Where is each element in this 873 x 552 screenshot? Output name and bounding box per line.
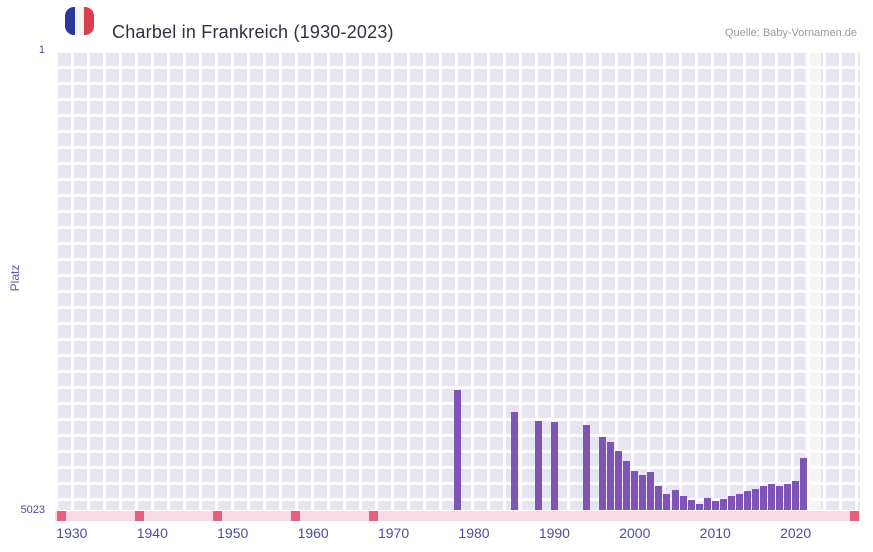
bar-2006[interactable] <box>679 495 687 510</box>
flag-stripe-red <box>84 7 94 35</box>
bar-2004[interactable] <box>663 494 671 510</box>
bar-2009[interactable] <box>703 497 711 510</box>
bar-2018[interactable] <box>776 486 784 510</box>
x-tick-1970: 1970 <box>377 525 410 541</box>
bar-1999[interactable] <box>623 461 631 510</box>
x-tick-1980: 1980 <box>458 525 490 541</box>
chart-title: Charbel in Frankreich (1930-2023) <box>112 22 394 43</box>
x-tick-1950: 1950 <box>217 525 249 541</box>
bar-1985[interactable] <box>510 412 518 510</box>
x-tick-2000: 2000 <box>619 525 651 541</box>
strip-marker-4 <box>369 511 378 521</box>
bar-2015[interactable] <box>751 488 759 510</box>
bar-1978[interactable] <box>454 389 462 510</box>
bar-1990[interactable] <box>550 421 558 510</box>
bar-2002[interactable] <box>647 471 655 510</box>
bar-1997[interactable] <box>607 441 615 510</box>
bar-2013[interactable] <box>735 493 743 510</box>
x-tick-2020: 2020 <box>780 525 812 541</box>
y-axis-title: Platz <box>8 264 22 292</box>
bar-2016[interactable] <box>759 486 767 510</box>
bar-2019[interactable] <box>784 483 792 510</box>
y-tick-rank-1: 1 <box>38 44 45 56</box>
bottom-axis-strip <box>55 511 860 521</box>
flag-stripe-blue <box>65 7 75 35</box>
y-tick-rank-5023: 5023 <box>20 504 45 516</box>
bar-1998[interactable] <box>615 450 623 510</box>
bar-2011[interactable] <box>719 499 727 510</box>
bar-1988[interactable] <box>534 420 542 510</box>
bar-1996[interactable] <box>599 437 607 510</box>
strip-marker-2 <box>213 511 222 521</box>
highlight-band-2022 <box>805 50 822 510</box>
bar-2012[interactable] <box>727 496 735 510</box>
strip-marker-1 <box>135 511 144 521</box>
strip-marker-0 <box>57 511 66 521</box>
bar-2003[interactable] <box>655 485 663 510</box>
bar-2001[interactable] <box>639 475 647 510</box>
bar-1994[interactable] <box>583 424 591 510</box>
x-tick-1990: 1990 <box>538 525 570 541</box>
x-tick-1930: 1930 <box>56 525 88 541</box>
bar-2005[interactable] <box>671 489 679 510</box>
bar-2000[interactable] <box>631 471 639 510</box>
flag-stripe-white <box>74 7 85 35</box>
x-tick-1940: 1940 <box>136 525 168 541</box>
bar-2017[interactable] <box>768 483 776 510</box>
x-tick-1960: 1960 <box>297 525 329 541</box>
strip-marker-3 <box>291 511 300 521</box>
bar-2008[interactable] <box>695 504 703 510</box>
bar-2020[interactable] <box>792 480 800 510</box>
france-flag-icon <box>65 7 94 35</box>
strip-marker-5 <box>850 511 859 521</box>
bar-2010[interactable] <box>711 501 719 510</box>
bar-2014[interactable] <box>743 490 751 510</box>
bar-2007[interactable] <box>687 499 695 510</box>
x-tick-2010: 2010 <box>699 525 731 541</box>
bar-2021[interactable] <box>800 457 808 510</box>
plot-area[interactable] <box>55 50 860 510</box>
source-attribution: Quelle: Baby-Vornamen.de <box>724 27 857 39</box>
